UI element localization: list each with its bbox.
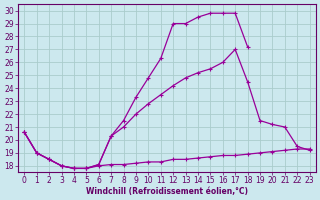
X-axis label: Windchill (Refroidissement éolien,°C): Windchill (Refroidissement éolien,°C) <box>86 187 248 196</box>
